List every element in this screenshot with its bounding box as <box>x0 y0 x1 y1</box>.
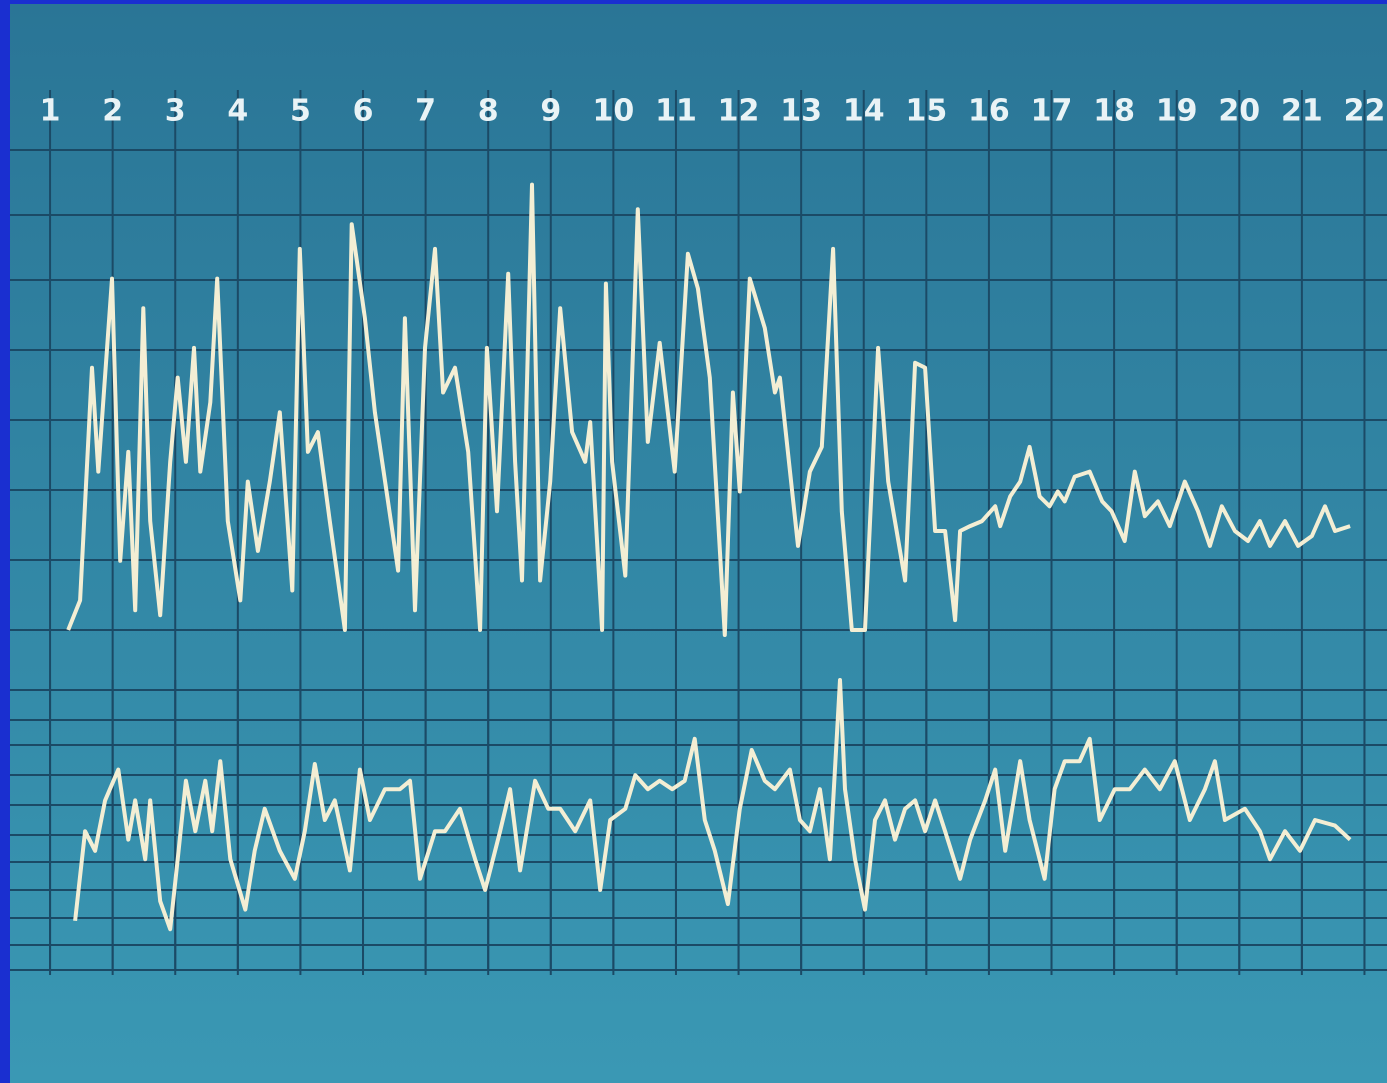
x-tick-label: 6 <box>353 94 374 129</box>
x-tick-label: 1 <box>40 94 61 129</box>
x-tick-label: 7 <box>415 94 436 129</box>
x-tick-label: 21 <box>1281 94 1323 129</box>
x-tick-label: 16 <box>968 94 1010 129</box>
x-tick-label: 9 <box>540 94 561 129</box>
x-tick-label: 10 <box>593 94 635 129</box>
grid <box>10 149 1387 971</box>
x-tick-label: 15 <box>905 94 947 129</box>
x-tick-label: 19 <box>1156 94 1198 129</box>
x-tick-label: 20 <box>1218 94 1260 129</box>
x-tick-label: 14 <box>843 94 885 129</box>
x-tick-label: 12 <box>718 94 760 129</box>
x-tick-label: 17 <box>1031 94 1073 129</box>
paper <box>10 4 1387 1083</box>
x-tick-label: 22 <box>1344 94 1386 129</box>
x-tick-label: 18 <box>1093 94 1135 129</box>
trace-line <box>66 182 1351 637</box>
x-tick-label: 2 <box>102 94 123 129</box>
x-tick-label: 11 <box>655 94 697 129</box>
x-tick-label: 3 <box>165 94 186 129</box>
x-tick-label: 4 <box>227 94 248 129</box>
trace-line <box>73 678 1352 932</box>
x-tick-label: 13 <box>780 94 822 129</box>
x-tick-label: 8 <box>478 94 499 129</box>
x-tick-label: 5 <box>290 94 311 129</box>
